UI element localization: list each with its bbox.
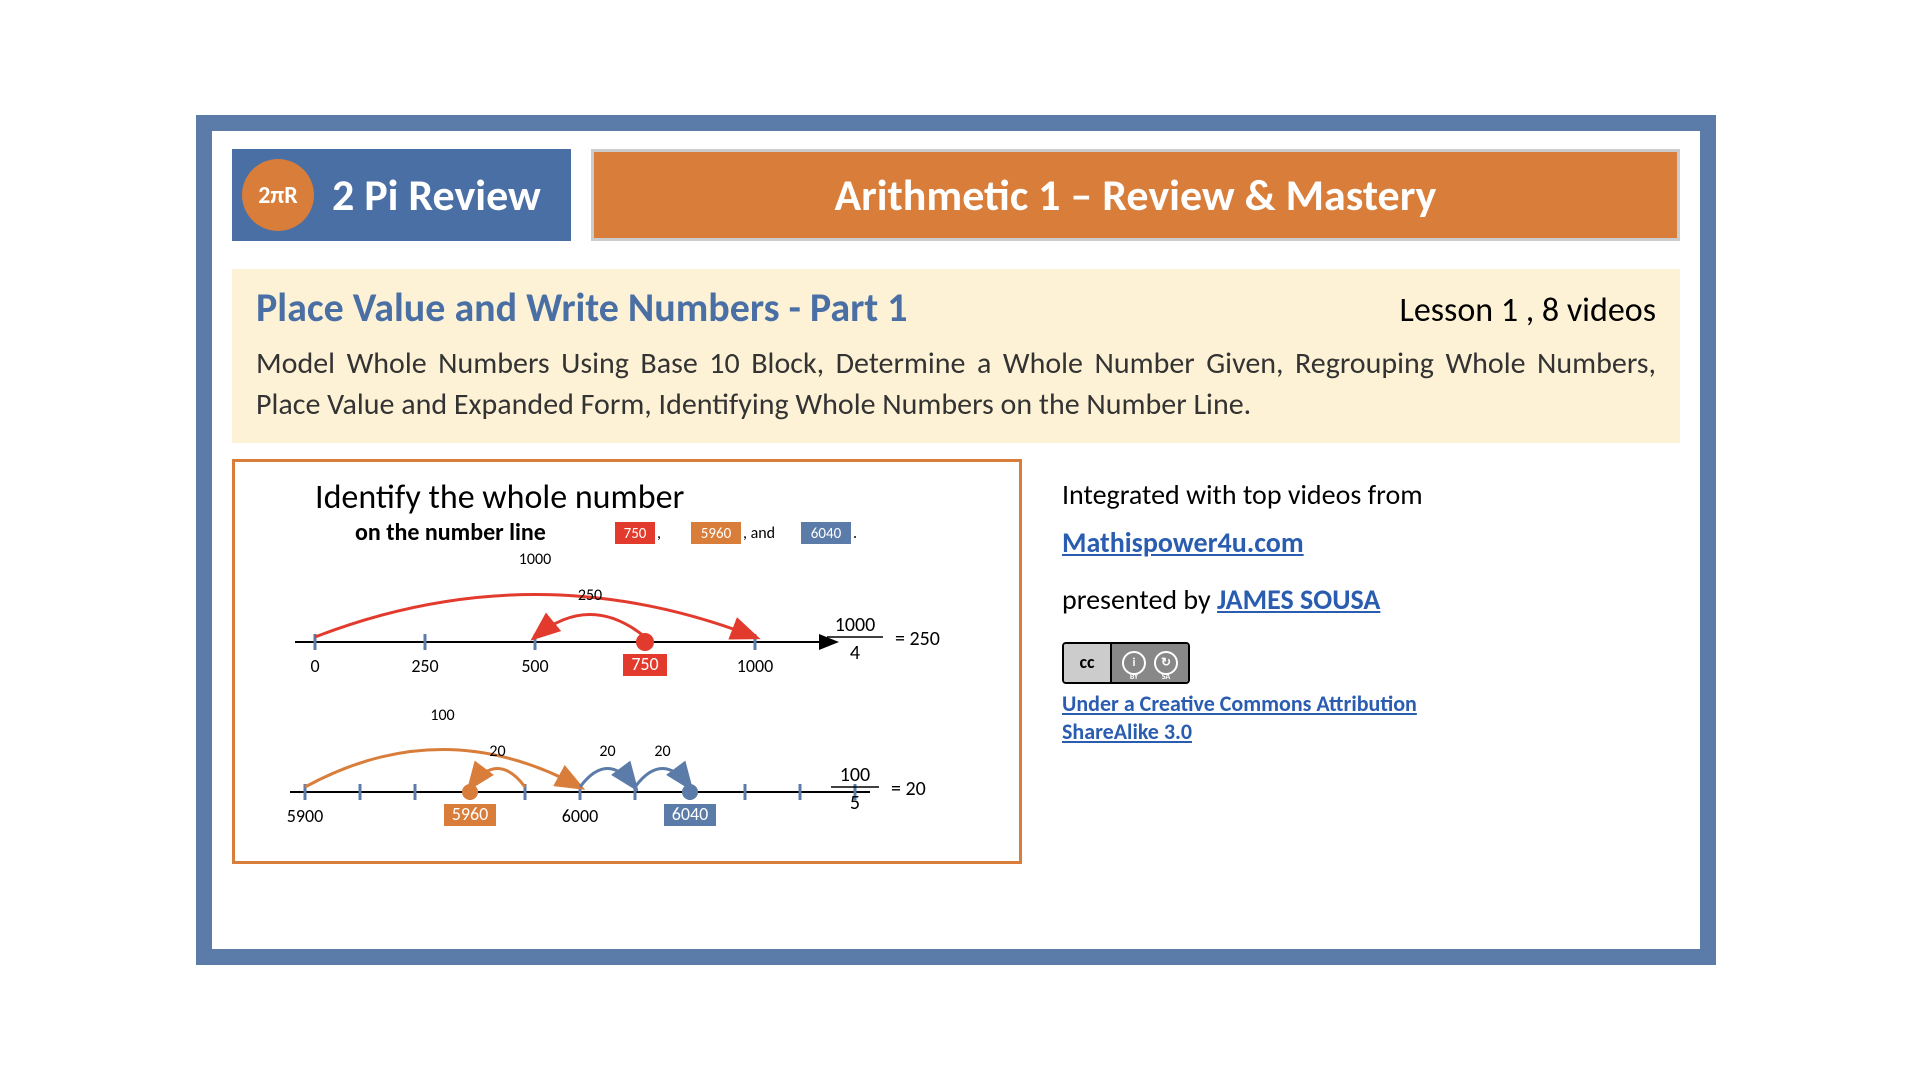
- svg-text:6040: 6040: [672, 803, 709, 825]
- svg-text:500: 500: [521, 655, 548, 677]
- description-heading-row: Place Value and Write Numbers - Part 1 L…: [256, 283, 1656, 332]
- svg-text:5960: 5960: [701, 525, 732, 543]
- svg-text:250: 250: [578, 586, 602, 605]
- info-column: Integrated with top videos from Mathispo…: [1062, 459, 1680, 864]
- svg-text:5900: 5900: [287, 805, 324, 827]
- presenter-link[interactable]: JAMES SOUSA: [1217, 582, 1380, 617]
- number-line-diagram: Identify the whole numberon the number l…: [232, 459, 1022, 864]
- site-link[interactable]: Mathispower4u.com: [1062, 525, 1304, 560]
- presented-by-row: presented by JAMES SOUSA: [1062, 576, 1680, 624]
- logo-block: 2πR 2 Pi Review: [232, 149, 571, 241]
- svg-text:750: 750: [631, 653, 658, 675]
- svg-text:Identify the whole number: Identify the whole number: [315, 477, 684, 518]
- course-title: Arithmetic 1 – Review & Mastery: [591, 149, 1680, 241]
- description-block: Place Value and Write Numbers - Part 1 L…: [232, 269, 1680, 443]
- description-body: Model Whole Numbers Using Base 10 Block,…: [256, 344, 1656, 425]
- lower-row: Identify the whole numberon the number l…: [232, 459, 1680, 864]
- svg-text:6040: 6040: [811, 525, 842, 543]
- svg-text:20: 20: [599, 742, 615, 761]
- cc-text-1: Under a Creative Commons Attribution: [1062, 690, 1417, 717]
- svg-text:20: 20: [654, 742, 670, 761]
- logo-text: 2 Pi Review: [332, 168, 541, 222]
- svg-text:,: ,: [657, 524, 661, 543]
- svg-text:20: 20: [489, 742, 505, 761]
- svg-text:.: .: [853, 524, 857, 543]
- logo-circle: 2πR: [242, 159, 314, 231]
- svg-text:250: 250: [411, 655, 438, 677]
- diagram-svg: Identify the whole numberon the number l…: [255, 472, 1005, 862]
- svg-text:1000: 1000: [519, 550, 551, 569]
- svg-text:1000: 1000: [737, 655, 774, 677]
- lesson-info: Lesson 1 , 8 videos: [1400, 290, 1656, 331]
- integrated-text: Integrated with top videos from: [1062, 471, 1680, 519]
- header-row: 2πR 2 Pi Review Arithmetic 1 – Review & …: [232, 149, 1680, 241]
- svg-text:4: 4: [850, 641, 860, 665]
- svg-text:100: 100: [430, 706, 454, 725]
- lesson-title: Place Value and Write Numbers - Part 1: [256, 283, 908, 332]
- svg-text:, and: , and: [743, 524, 775, 543]
- svg-text:= 250: = 250: [895, 627, 940, 651]
- cc-badge: cc iBY ↻SA: [1062, 642, 1190, 684]
- cc-sa-icon: ↻SA: [1154, 651, 1178, 675]
- svg-text:5: 5: [850, 791, 860, 815]
- svg-text:1000: 1000: [835, 613, 876, 637]
- svg-text:100: 100: [840, 763, 870, 787]
- svg-text:750: 750: [624, 525, 647, 543]
- svg-text:= 20: = 20: [891, 777, 926, 801]
- cc-right: iBY ↻SA: [1112, 644, 1188, 682]
- slide-frame: 2πR 2 Pi Review Arithmetic 1 – Review & …: [196, 115, 1716, 965]
- cc-by-icon: iBY: [1122, 651, 1146, 675]
- svg-text:6000: 6000: [562, 805, 599, 827]
- svg-text:on the number line: on the number line: [355, 518, 546, 547]
- presented-text: presented by: [1062, 582, 1217, 617]
- svg-text:0: 0: [310, 655, 319, 677]
- cc-license-link[interactable]: Under a Creative Commons Attribution Sha…: [1062, 690, 1680, 747]
- cc-text-2: ShareAlike 3.0: [1062, 718, 1192, 745]
- svg-text:5960: 5960: [452, 803, 489, 825]
- cc-icon: cc: [1064, 644, 1112, 682]
